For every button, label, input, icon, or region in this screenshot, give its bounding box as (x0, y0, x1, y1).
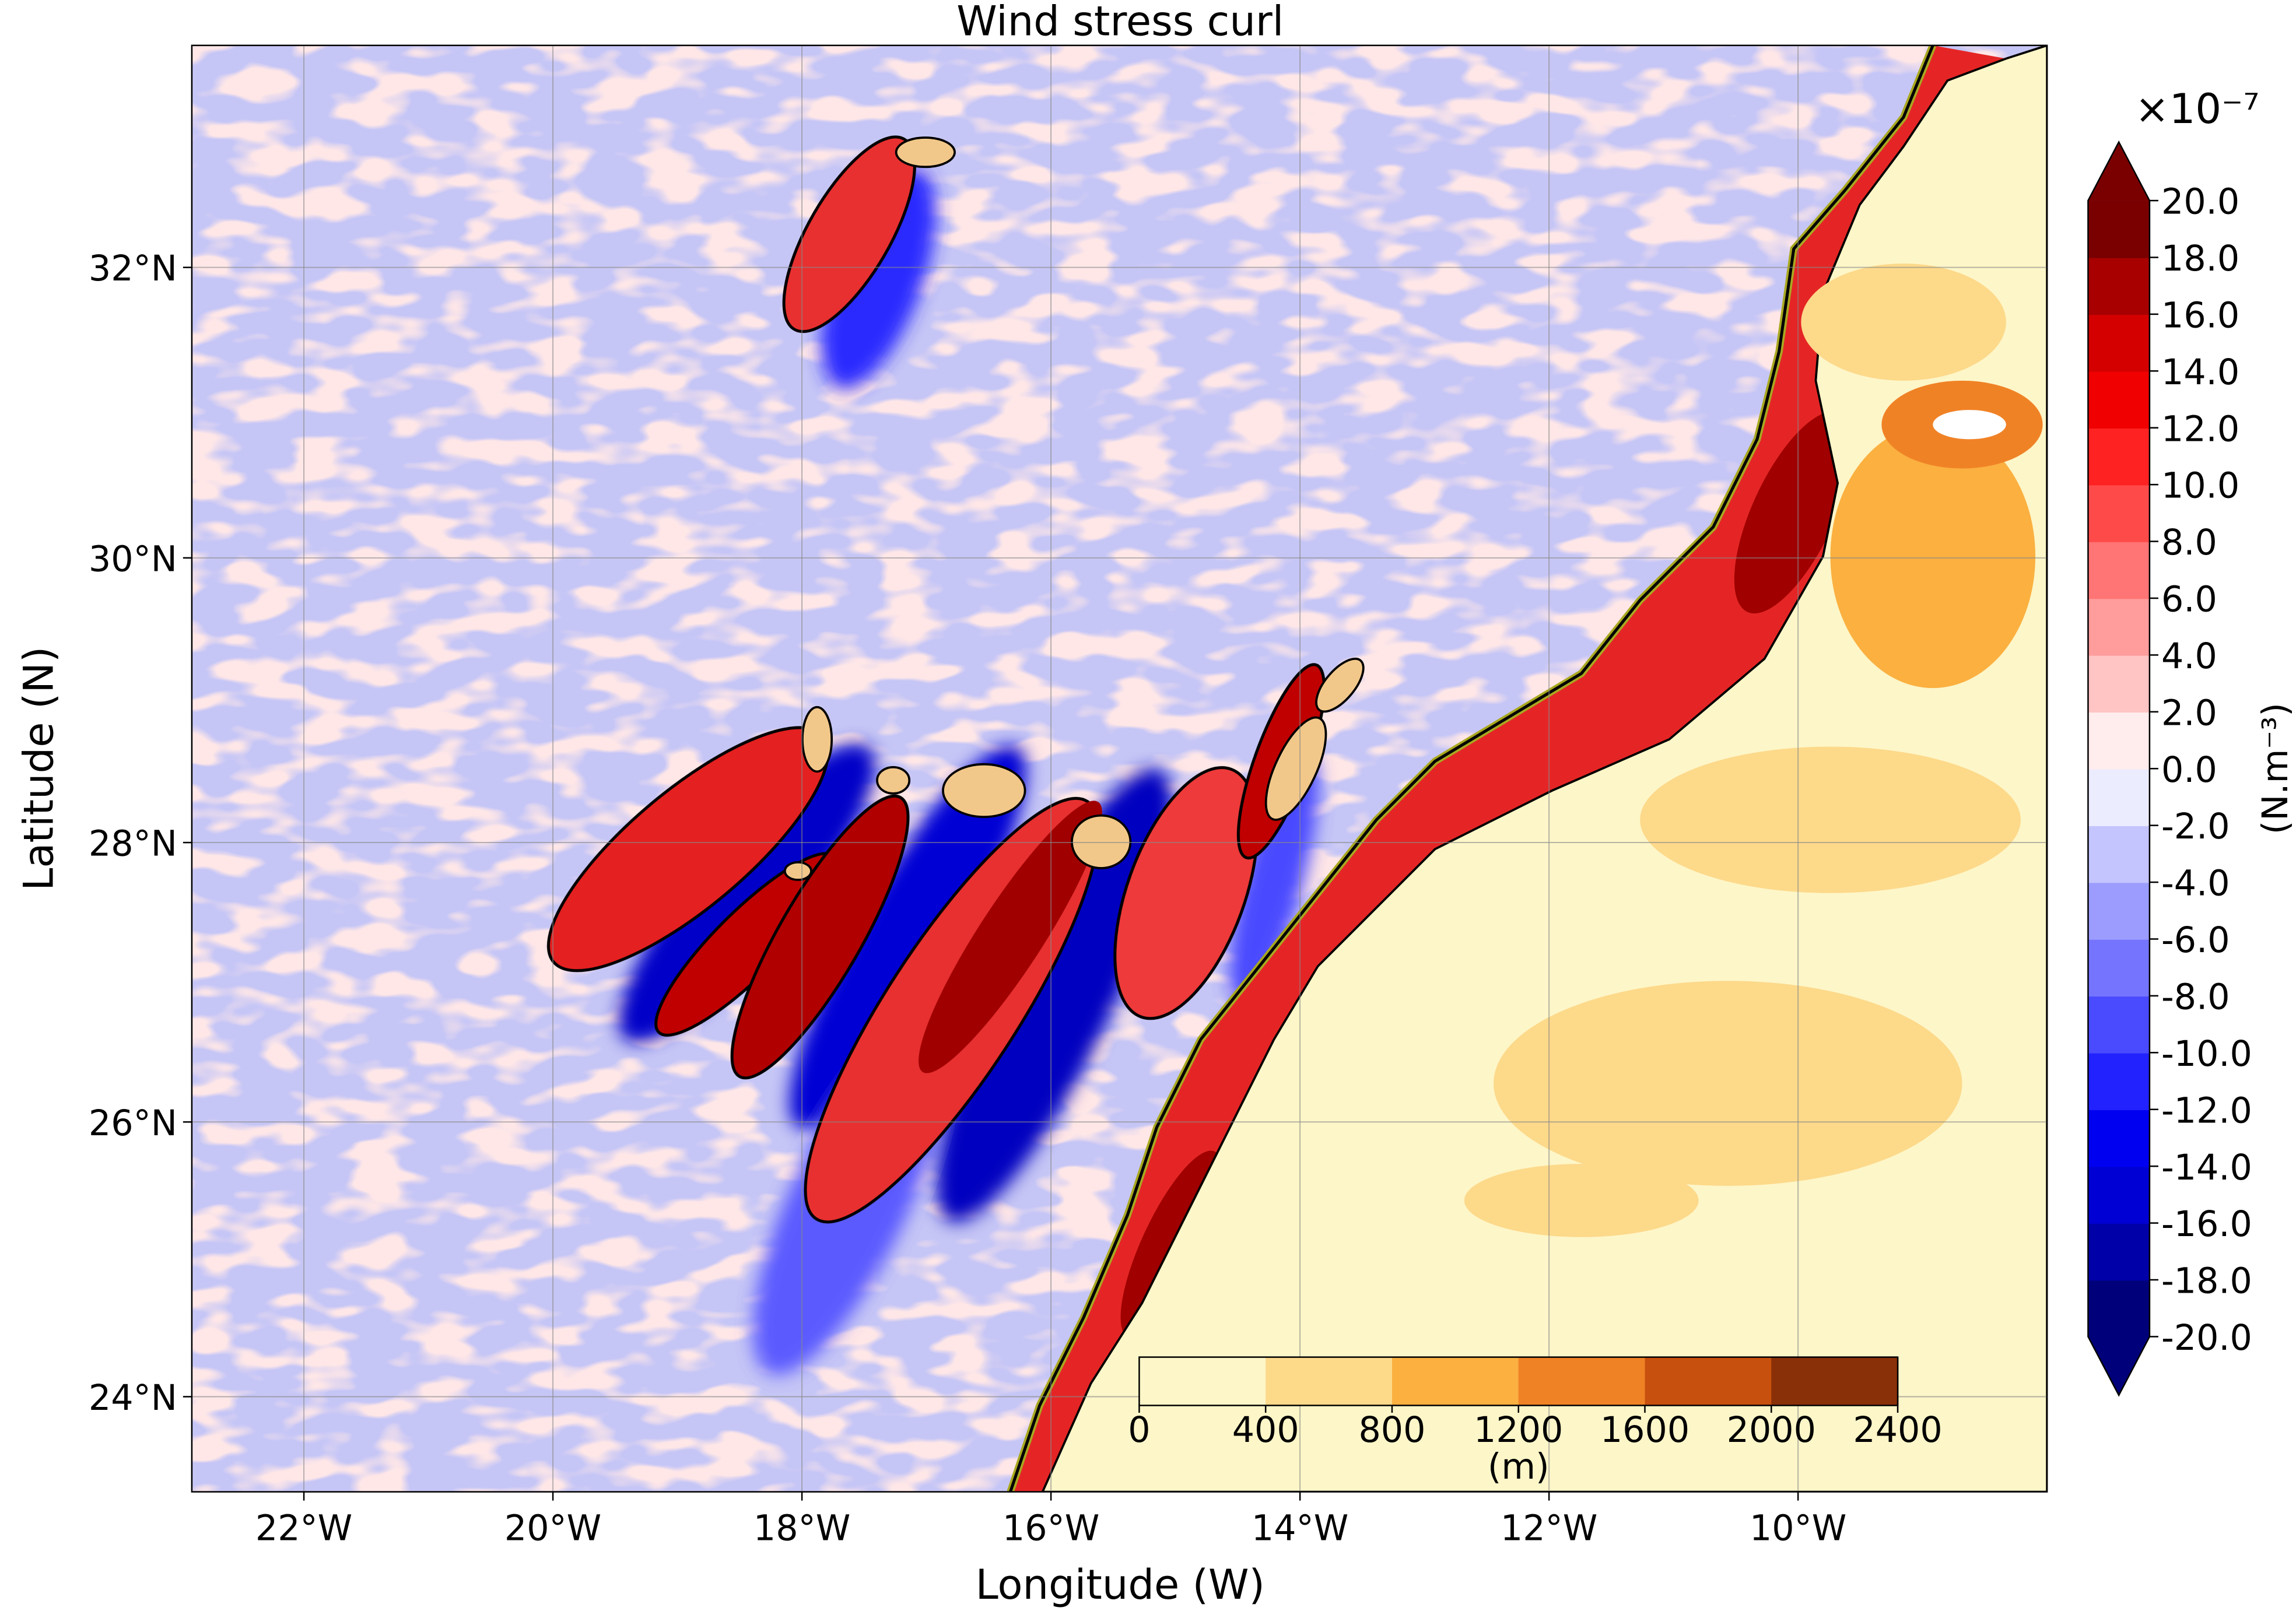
colorbar-band (2088, 598, 2150, 656)
colorbar-band (2088, 485, 2150, 542)
colorbar-band (2088, 201, 2150, 258)
colorbar-tick-label: 16.0 (2161, 295, 2239, 336)
colorbar-band (2088, 1052, 2150, 1111)
inset-colorbar-band (1391, 1357, 1519, 1406)
colorbar-tick-label: -18.0 (2161, 1261, 2252, 1302)
colorbar-band (2088, 655, 2150, 713)
colorbar-label: (N.m⁻³) (2255, 703, 2296, 834)
y-tick-label: 30°N (89, 539, 177, 580)
inset-colorbar-tick-label: 1600 (1600, 1410, 1689, 1451)
inset-colorbar-tick-label: 1200 (1474, 1410, 1563, 1451)
x-tick-label: 12°W (1501, 1508, 1597, 1549)
inset-colorbar-band (1645, 1357, 1772, 1406)
colorbar-band (2088, 314, 2150, 372)
colorbar-tick-label: -2.0 (2161, 806, 2230, 847)
colorbar-band (2088, 711, 2150, 770)
inset-colorbar-band (1139, 1357, 1267, 1406)
colorbar-tick-label: 20.0 (2161, 182, 2239, 223)
colorbar-tick-label: -12.0 (2161, 1090, 2252, 1131)
inset-colorbar-band (1518, 1357, 1646, 1406)
colorbar-tick-label: 6.0 (2161, 580, 2217, 620)
colorbar-tick-label: -14.0 (2161, 1147, 2252, 1188)
inset-colorbar-band (1771, 1357, 1899, 1406)
colorbar-band (2088, 427, 2150, 486)
colorbar-band (2088, 995, 2150, 1054)
colorbar-multiplier: ×10⁻⁷ (2135, 85, 2260, 133)
y-tick-label: 32°N (89, 248, 177, 289)
colorbar-band (2088, 1280, 2150, 1338)
colorbar-tick-label: -16.0 (2161, 1204, 2252, 1245)
colorbar-band (2088, 1166, 2150, 1224)
colorbar-band (2088, 939, 2150, 997)
colorbar-band (2088, 371, 2150, 429)
colorbar-band (2088, 1109, 2150, 1167)
colorbar-band (2088, 768, 2150, 826)
colorbar-tick-label: 10.0 (2161, 466, 2239, 507)
x-tick-label: 10°W (1750, 1508, 1846, 1549)
colorbar-band (2088, 257, 2150, 315)
inset-colorbar-band (1266, 1357, 1393, 1406)
inset-colorbar-frame (1138, 1356, 1899, 1406)
colorbar-tick-label: 2.0 (2161, 693, 2217, 733)
colorbar-band (2088, 882, 2150, 940)
inset-colorbar-tick-label: 0 (1128, 1410, 1150, 1451)
x-tick-label: 18°W (753, 1508, 850, 1549)
colorbar-tick-label: -8.0 (2161, 977, 2230, 1018)
inset-colorbar-label: (m) (1488, 1447, 1550, 1487)
x-axis-label: Longitude (W) (976, 1561, 1265, 1609)
grid (191, 45, 2048, 1492)
colorbar-tick-label: 4.0 (2161, 636, 2217, 677)
colorbar-tick-label: -20.0 (2161, 1318, 2252, 1359)
chart-title: Wind stress curl (956, 0, 1284, 45)
y-tick-label: 28°N (89, 824, 177, 865)
colorbar-band (2088, 825, 2150, 883)
colorbar-tick-label: 18.0 (2161, 238, 2239, 279)
map-field (191, 45, 2048, 1492)
inset-colorbar-tick-label: 800 (1358, 1410, 1425, 1451)
colorbar-tick-label: -6.0 (2161, 920, 2230, 961)
colorbar-tick-label: 12.0 (2161, 409, 2239, 450)
inset-colorbar-tick-label: 2400 (1853, 1410, 1942, 1451)
plot-frame (191, 44, 2048, 1493)
colorbar-tick-label: 0.0 (2161, 750, 2217, 791)
colorbar-band (2088, 541, 2150, 599)
x-tick-label: 14°W (1252, 1508, 1348, 1549)
colorbar-tick-label: 8.0 (2161, 522, 2217, 563)
inset-colorbar-tick-label: 400 (1232, 1410, 1299, 1451)
colorbar-extend (2088, 1336, 2150, 1395)
x-tick-label: 16°W (1002, 1508, 1099, 1549)
y-tick-label: 24°N (89, 1378, 177, 1419)
y-axis-label: Latitude (N) (15, 647, 62, 891)
x-tick-label: 20°W (504, 1508, 601, 1549)
colorbar-band (2088, 1223, 2150, 1281)
colorbar-tick-label: 14.0 (2161, 352, 2239, 393)
x-tick-label: 22°W (255, 1508, 352, 1549)
colorbar-extend (2088, 142, 2150, 201)
inset-colorbar-tick-label: 2000 (1727, 1410, 1816, 1451)
colorbar-tick-label: -10.0 (2161, 1034, 2252, 1075)
colorbar-tick-label: -4.0 (2161, 864, 2230, 904)
y-tick-label: 26°N (89, 1103, 177, 1144)
